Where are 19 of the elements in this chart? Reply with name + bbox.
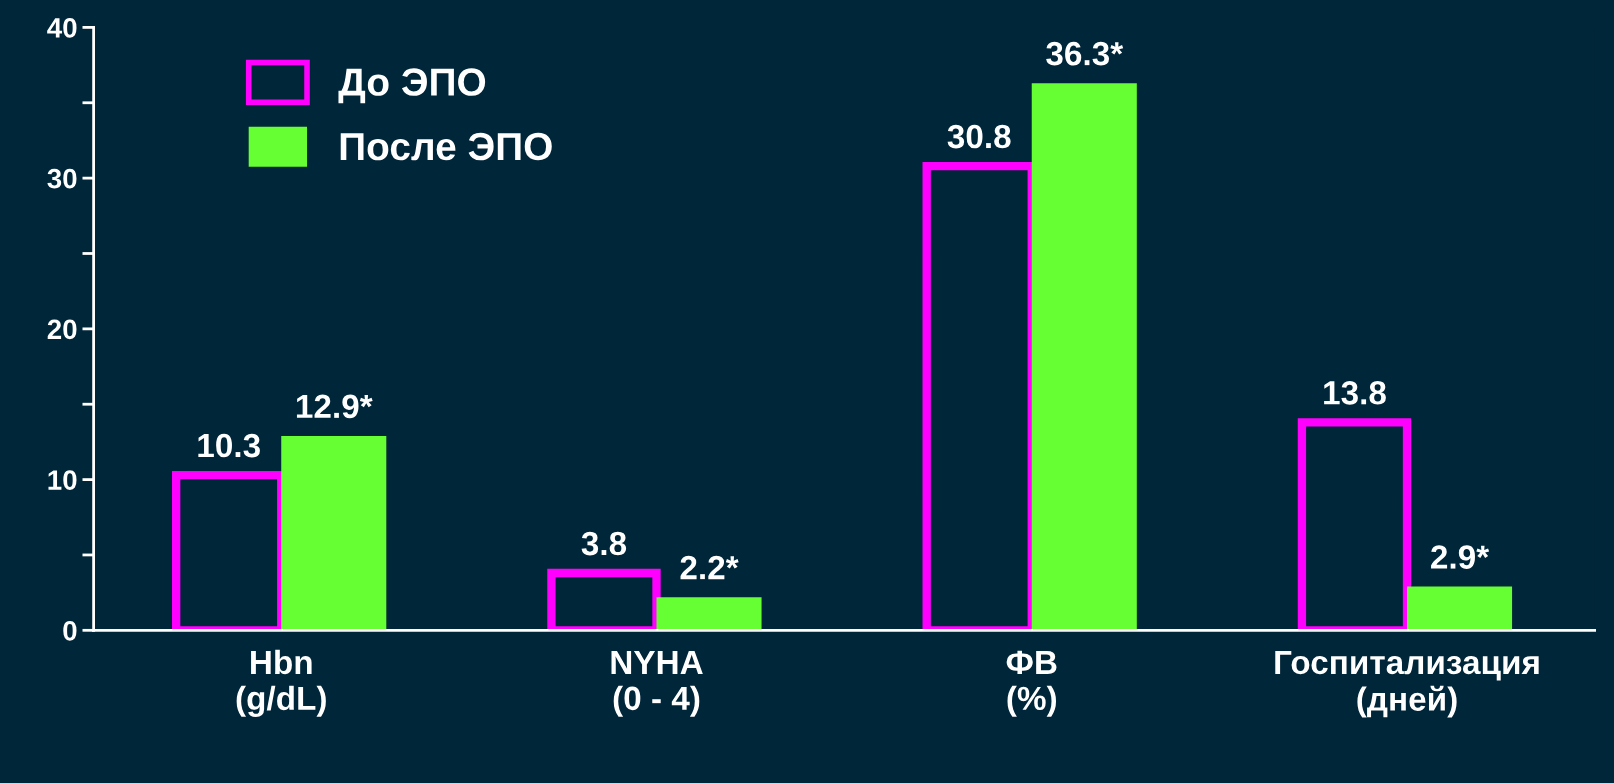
- data-label: 2.9*: [1431, 545, 1490, 569]
- data-label: 12.9*: [296, 394, 373, 419]
- x-tick-label: NYHA (0 - 4): [611, 650, 703, 717]
- legend-label: После ЭПО: [340, 132, 552, 161]
- data-label: 3.8: [581, 531, 627, 556]
- data-label: 10.3: [198, 433, 260, 458]
- y-tick-label: 20: [47, 319, 77, 340]
- legend-label: До ЭПО: [338, 68, 486, 104]
- y-tick-label: 30: [47, 168, 77, 189]
- y-tick-label: 10: [48, 470, 77, 490]
- data-label: 2.2*: [680, 555, 739, 580]
- y-tick-label: 0: [63, 620, 77, 641]
- data-label: 30.8: [947, 124, 1011, 149]
- x-tick-label: ФВ (%): [1006, 650, 1057, 717]
- data-label: 13.8: [1324, 381, 1386, 405]
- x-tick-label: Госпитализация (дней): [1275, 650, 1539, 718]
- x-tick-label: Hbn (g/dL): [236, 649, 326, 717]
- data-label: 36.3*: [1046, 41, 1124, 66]
- y-tick-label: 40: [47, 18, 77, 38]
